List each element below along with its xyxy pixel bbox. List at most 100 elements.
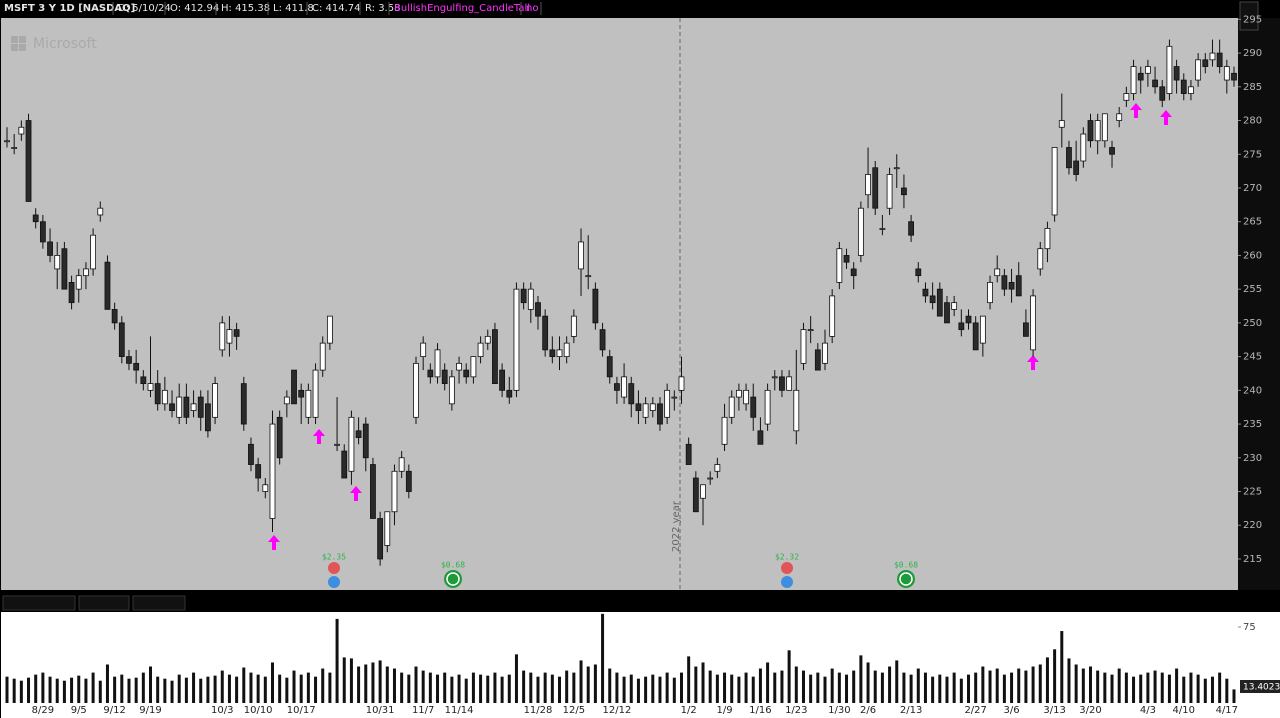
candle-body [1037,248,1044,270]
volume-bar [1088,666,1092,703]
volume-bar [773,672,777,703]
volume-bar [263,676,267,703]
event-icon[interactable] [328,576,340,588]
candle-body [657,403,663,425]
y-tick-label: 275 [1243,149,1262,160]
y-tick-label: 270 [1243,183,1262,194]
earnings-icon[interactable] [328,562,340,574]
volume-bar [1031,666,1035,703]
candle-body [1051,147,1058,216]
volume-bar [242,667,246,703]
volume-bar [1225,678,1229,703]
x-tick-label: 1/30 [828,705,850,716]
volume-bar [227,674,231,703]
candle-body [18,126,25,135]
volume-bar [48,676,52,703]
volume-bar [507,674,511,703]
volume-bar [120,674,124,703]
volume-bar [1196,674,1200,703]
volume-bar [5,676,9,703]
candle-body [341,450,348,479]
symbol[interactable]: MSFT 3 Y 1D [NASDAQ] [4,3,135,14]
candle-body [384,511,391,546]
x-tick-label: 10/17 [287,705,316,716]
candle-body [692,477,699,513]
candle-body [1094,120,1101,142]
volume-bar [19,680,23,703]
volume-bar [622,676,626,703]
price-axis [1238,18,1280,590]
candle-body [420,342,427,358]
volume-bar [335,618,339,703]
y-tick-label: 265 [1243,217,1262,228]
volume-bar [493,672,497,703]
volume-bar [873,670,877,703]
candle-body [133,362,140,371]
volume-bar [256,674,260,703]
candle-body [47,241,53,256]
candle-body [563,342,570,358]
event-icon[interactable] [781,576,793,588]
study[interactable]: BullishEngulfing_CandleTall [394,3,530,14]
volume-bar [758,668,762,703]
volume-bar [938,674,942,703]
candle-body [542,315,549,351]
candle-body [362,423,369,459]
candle-body [642,403,649,418]
open: O: 412.94 [170,3,219,14]
volume-bar [149,666,153,703]
volume-bar [278,674,282,703]
volume-bar [220,670,224,703]
volume-bar [292,670,296,703]
candle-body [1123,93,1130,101]
volume-bar [816,672,820,703]
volume-bar [608,668,612,703]
candle-body [750,396,757,418]
volume-bar [27,677,31,703]
volume-bar [364,664,368,703]
candle-body [671,396,678,399]
candle-body [269,423,276,519]
candle-body [1030,295,1036,351]
volume-bar [730,674,734,703]
tab[interactable] [132,595,186,611]
year-label: 2022 year [671,500,682,552]
candle-body [1087,120,1094,142]
candle-body [944,302,950,324]
earnings-icon[interactable] [781,562,793,574]
candle-body [1080,133,1087,162]
y-tick-label: 295 [1243,14,1262,25]
tab[interactable] [78,595,130,611]
low: L: 411.8 [273,3,314,14]
candle-body [735,389,742,398]
volume-bar [916,668,920,703]
volume-bar [1024,670,1028,703]
candle-body [1130,66,1137,94]
volume-bar [809,674,813,703]
candle-body [97,207,104,216]
volume-bar [464,678,468,703]
volume-bar [1146,672,1150,703]
candle-body [1152,79,1158,88]
dividend-label: $0.68 [894,561,918,570]
volume-bar [572,672,576,703]
candle-body [484,335,491,344]
y-tick-label: 255 [1243,284,1262,295]
volume-bar [1053,649,1057,703]
date: D: 5/10/24 [118,3,171,14]
candle-body [764,389,771,425]
candle-body [298,389,305,398]
axis-control[interactable] [1239,1,1259,31]
dividend-icon-ring [446,572,460,586]
tab[interactable] [2,595,76,611]
candle-body [262,484,269,492]
volume-bar [644,676,648,703]
volume-bar [55,678,59,703]
candle-body [951,302,958,310]
volume-bar [199,678,203,703]
volume-bar [479,674,483,703]
volume-bar [177,674,181,703]
volume-bar [34,674,38,703]
volume-bar [321,668,325,703]
candle-body [857,207,864,256]
